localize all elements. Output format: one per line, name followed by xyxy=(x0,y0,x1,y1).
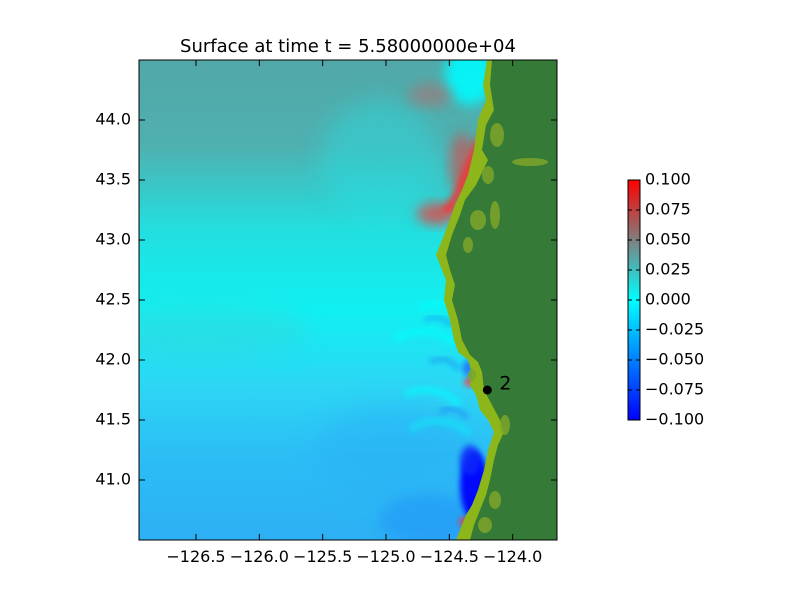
chart-title: Surface at time t = 5.58000000e+04 xyxy=(180,36,516,57)
colorbar-tick-label: −0.050 xyxy=(645,350,704,369)
colorbar: 0.100 0.075 0.050 0.025 0.000 −0.025 −0.050 −0.… xyxy=(627,170,704,429)
y-tick-label: 41.5 xyxy=(95,410,131,429)
colorbar-tick-label: 0.075 xyxy=(645,200,691,219)
y-tick-label: 44.0 xyxy=(95,110,131,129)
plot-area: 2 xyxy=(139,60,557,540)
y-tick-label: 41.0 xyxy=(95,470,131,489)
colorbar-tick-label: −0.075 xyxy=(645,380,704,399)
coastal-texture xyxy=(463,123,548,533)
colorbar-tick-label: 0.050 xyxy=(645,230,691,249)
x-axis: −126.5 −126.0 −125.5 −125.0 −124.5 −124.0 xyxy=(166,60,542,566)
x-tick-label: −125.5 xyxy=(293,547,352,566)
colorbar-ticks: 0.100 0.075 0.050 0.025 0.000 −0.025 −0.050 −0.… xyxy=(628,170,704,429)
y-axis: 41.0 41.5 42.0 42.5 43.0 43.5 44.0 xyxy=(95,110,557,489)
x-tick-label: −126.5 xyxy=(166,547,225,566)
y-tick-label: 43.0 xyxy=(95,230,131,249)
surface-features xyxy=(139,60,495,540)
gauge-label: 2 xyxy=(499,373,511,395)
gauge-marker xyxy=(482,385,492,395)
x-tick-label: −124.5 xyxy=(420,547,479,566)
colorbar-tick-label: 0.100 xyxy=(645,170,691,189)
colorbar-tick-label: −0.025 xyxy=(645,320,704,339)
colorbar-tick-label: 0.025 xyxy=(645,260,691,279)
y-tick-label: 42.5 xyxy=(95,290,131,309)
x-tick-label: −124.0 xyxy=(483,547,542,566)
land xyxy=(446,60,557,540)
x-tick-label: −125.0 xyxy=(356,547,415,566)
y-tick-label: 42.0 xyxy=(95,350,131,369)
x-tick-label: −126.0 xyxy=(230,547,289,566)
colorbar-tick-label: −0.100 xyxy=(645,410,704,429)
colorbar-tick-label: 0.000 xyxy=(645,290,691,309)
y-tick-label: 43.5 xyxy=(95,170,131,189)
